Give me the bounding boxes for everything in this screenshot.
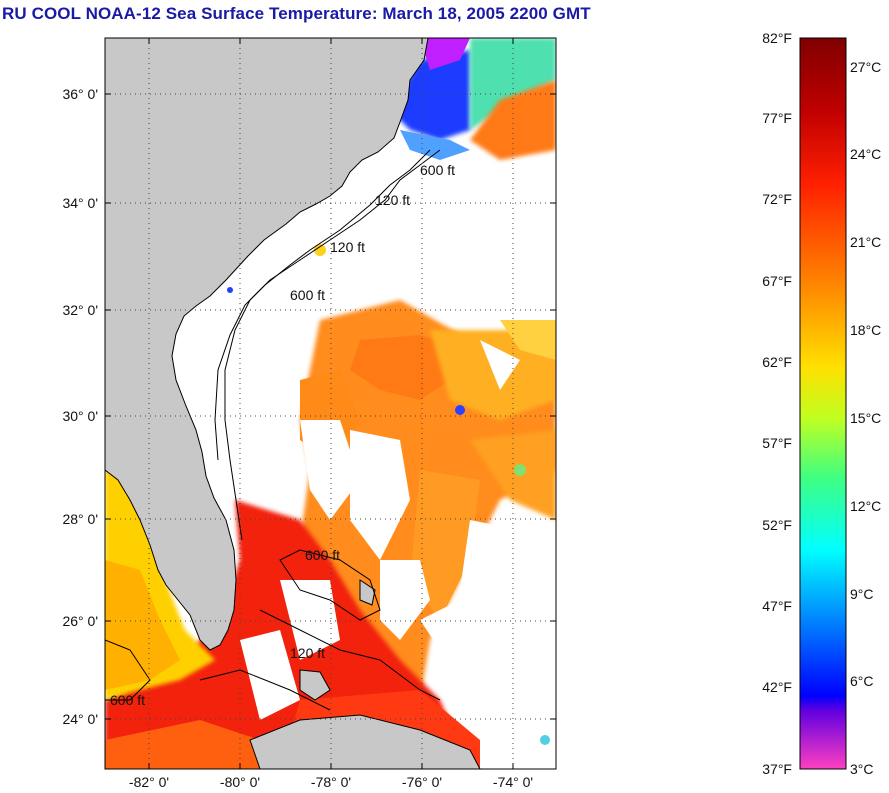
lon-label: -80° 0' — [220, 774, 260, 790]
isobath-label: 600 ft — [110, 692, 145, 708]
lon-label: -78° 0' — [311, 774, 351, 790]
lon-labels: -82° 0' -80° 0' -78° 0' -76° 0' -74° 0' — [129, 774, 533, 790]
isobath-label: 120 ft — [375, 192, 410, 208]
lon-label: -76° 0' — [402, 774, 442, 790]
isobath-label-group: 120 ft 600 ft 120 ft 600 ft 600 ft 120 f… — [110, 162, 455, 708]
isobath-contours — [105, 149, 441, 711]
lat-label: 36° 0' — [62, 86, 98, 102]
isobath-label: 600 ft — [305, 547, 340, 563]
lat-label: 34° 0' — [62, 195, 98, 211]
lat-label: 24° 0' — [62, 711, 98, 727]
isobath-label: 120 ft — [290, 645, 325, 661]
lat-labels: 36° 0' 34° 0' 32° 0' 30° 0' 28° 0' 26° 0… — [62, 86, 98, 727]
lat-label: 30° 0' — [62, 408, 98, 424]
lat-label: 28° 0' — [62, 511, 98, 527]
isobath-label: 600 ft — [290, 287, 325, 303]
ticks — [105, 38, 556, 769]
lat-label: 26° 0' — [62, 613, 98, 629]
isobath-label: 600 ft — [420, 162, 455, 178]
map-title: RU COOL NOAA-12 Sea Surface Temperature:… — [2, 4, 591, 23]
cloud-speckle — [240, 340, 530, 720]
graticule — [105, 38, 556, 769]
land — [105, 38, 481, 769]
lon-label: -74° 0' — [493, 774, 533, 790]
lon-label: -82° 0' — [129, 774, 169, 790]
isobath-label: 120 ft — [330, 239, 365, 255]
lat-label: 32° 0' — [62, 302, 98, 318]
